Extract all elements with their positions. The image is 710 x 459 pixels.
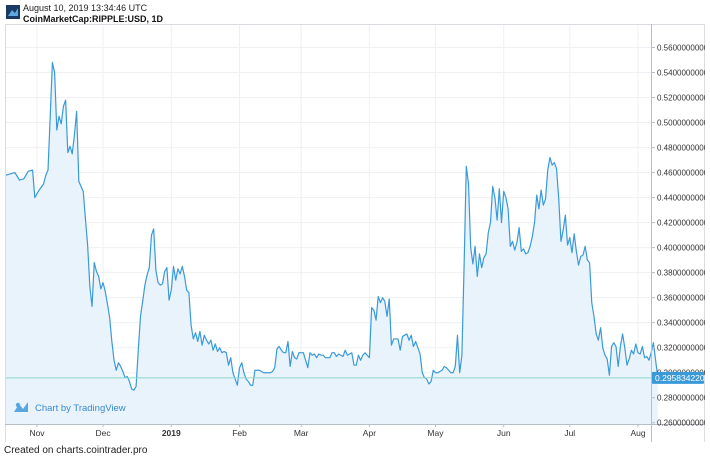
x-axis-labels: Nov Dec 2019 Feb Mar Apr May Jun Jul Aug [29,424,646,438]
price-line [0,61,659,391]
y-tick-label: 0.4800000000 [657,144,705,153]
price-area-fill [0,62,658,424]
symbol-label: CoinMarketCap:RIPPLE:USD, 1D [23,14,164,24]
y-tick-label: 0.3200000000 [657,344,705,353]
tradingview-watermark[interactable]: Chart by TradingView [14,402,126,414]
x-tick-label: Dec [95,428,111,438]
coinmarketcap-logo-icon [6,5,20,19]
series-layer [0,61,659,424]
timestamp-label: August 10, 2019 13:34:46 UTC [23,3,148,13]
y-tick-label: 0.3400000000 [657,319,705,328]
x-tick-label: Jul [564,428,575,438]
y-tick-label: 0.5200000000 [657,94,705,103]
last-price-label: 0.2958342200 [655,373,705,383]
x-tick-label: Jun [497,428,511,438]
x-tick-label: Apr [363,428,376,438]
watermark-label: Chart by TradingView [35,403,126,414]
y-tick-label: 0.5600000000 [657,44,705,53]
y-tick-label: 0.5400000000 [657,69,705,78]
x-tick-label: 2019 [162,428,181,438]
y-tick-label: 0.4600000000 [657,169,705,178]
y-tick-label: 0.4200000000 [657,219,705,228]
y-tick-label: 0.2800000000 [657,394,705,403]
x-tick-label: Aug [630,428,645,438]
x-tick-label: Nov [29,428,45,438]
y-tick-label: 0.5000000000 [657,119,705,128]
y-axis-labels: 0.5600000000 0.5400000000 0.5200000000 0.50… [651,44,709,428]
last-price-badge: 0.2958342200 [652,371,710,384]
y-tick-label: 0.3600000000 [657,294,705,303]
price-chart[interactable]: 0.5600000000 0.5400000000 0.5200000000 0.50… [0,24,710,442]
x-tick-label: Mar [294,428,309,438]
x-tick-label: May [427,428,444,438]
tradingview-logo-icon [14,402,28,412]
chart-svg[interactable]: 0.5600000000 0.5400000000 0.5200000000 0.50… [0,24,710,442]
x-tick-label: Feb [232,428,247,438]
y-tick-label: 0.4400000000 [657,194,705,203]
y-tick-label: 0.2600000000 [657,419,705,428]
footer-credit: Created on charts.cointrader.pro [4,445,148,456]
y-tick-label: 0.4000000000 [657,244,705,253]
y-tick-label: 0.3800000000 [657,269,705,278]
